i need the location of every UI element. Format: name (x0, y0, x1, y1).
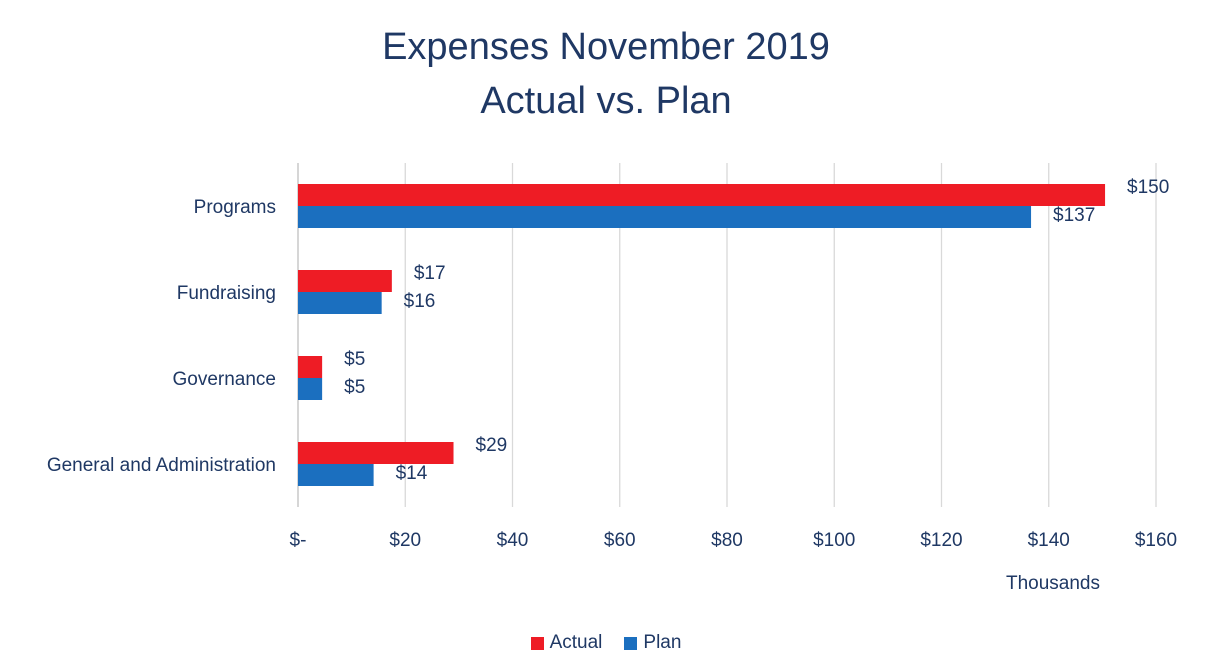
legend-swatch-actual (530, 636, 544, 650)
bar-plan-0 (298, 206, 1032, 228)
data-label-actual-1: $17 (414, 263, 446, 284)
x-tick-label-2: $40 (497, 530, 529, 551)
bar-plan-2 (298, 378, 323, 400)
bar-actual-1 (298, 270, 392, 292)
data-label-actual-0: $150 (1127, 177, 1169, 198)
data-label-actual-2: $5 (344, 349, 365, 370)
legend-swatch-plan (624, 636, 638, 650)
x-tick-label-3: $60 (604, 530, 636, 551)
legend-label-actual: Actual (549, 632, 603, 653)
x-tick-label-5: $100 (813, 530, 855, 551)
chart-title: Expenses November 2019 Actual vs. Plan (0, 20, 1212, 128)
bar-actual-0 (298, 184, 1106, 206)
bar-actual-3 (298, 442, 454, 464)
x-tick-label-4: $80 (711, 530, 743, 551)
x-axis-label: Thousands (1006, 573, 1100, 594)
category-label-1: Fundraising (177, 283, 276, 304)
category-label-0: Programs (194, 197, 276, 218)
category-label-2: Governance (172, 369, 276, 390)
chart-legend: Actual Plan (0, 632, 1212, 654)
data-label-actual-3: $29 (476, 435, 508, 456)
x-tick-label-0: $- (290, 530, 307, 551)
bar-plan-3 (298, 464, 374, 486)
bar-plan-1 (298, 292, 382, 314)
x-tick-label-8: $160 (1135, 530, 1177, 551)
x-tick-label-1: $20 (389, 530, 421, 551)
chart-title-line-1: Expenses November 2019 (382, 26, 830, 68)
x-tick-label-6: $120 (920, 530, 962, 551)
chart-title-line-2: Actual vs. Plan (480, 80, 732, 122)
category-label-3: General and Administration (47, 455, 276, 476)
legend-item-actual: Actual (530, 632, 603, 654)
legend-item-plan: Plan (624, 632, 681, 654)
data-label-plan-2: $5 (344, 377, 365, 398)
data-label-plan-3: $14 (396, 463, 428, 484)
data-label-plan-1: $16 (404, 291, 436, 312)
data-label-plan-0: $137 (1053, 205, 1095, 226)
bar-actual-2 (298, 356, 323, 378)
legend-label-plan: Plan (643, 632, 682, 653)
x-tick-label-7: $140 (1028, 530, 1070, 551)
